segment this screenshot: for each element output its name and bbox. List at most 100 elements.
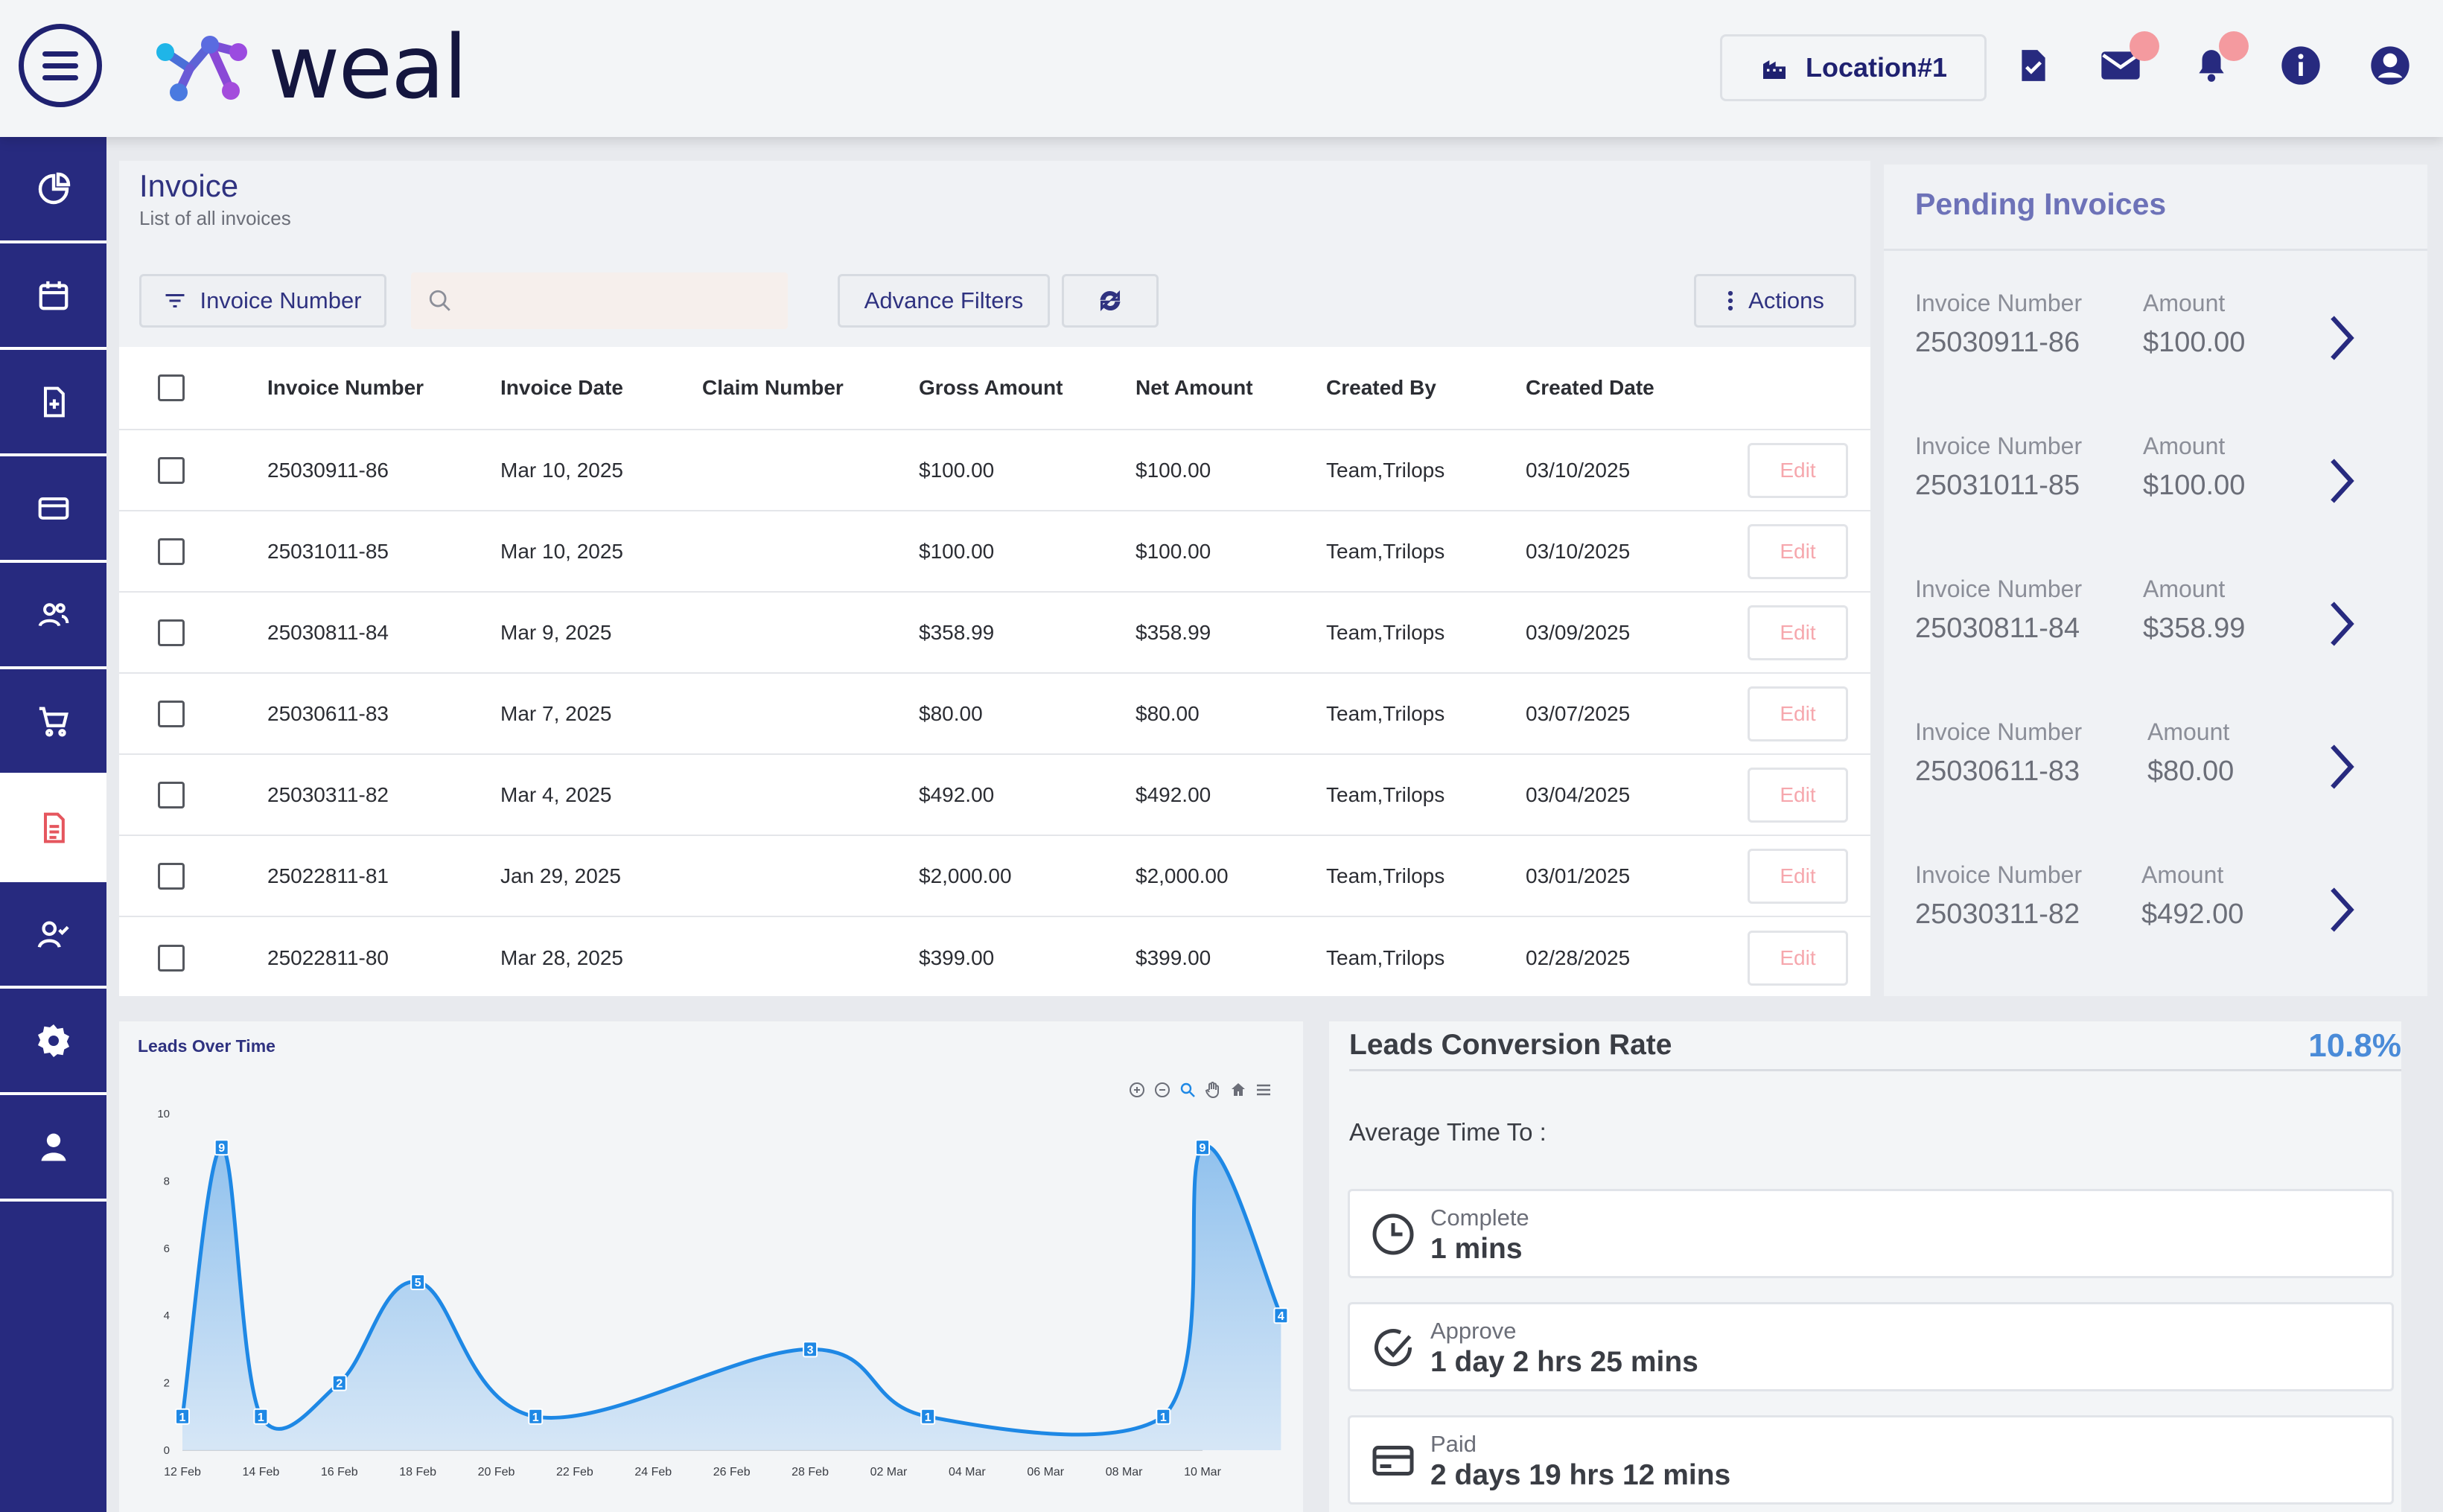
pie-chart-icon <box>38 172 70 204</box>
menu-icon-line <box>42 74 78 80</box>
table-header: Invoice Number Invoice Date Claim Number… <box>119 347 1870 430</box>
invoice-number-label: Invoice Number <box>1915 433 2083 459</box>
table-row: 25030911-86 Mar 10, 2025 $100.00 $100.00… <box>119 430 1870 511</box>
amount-value: $100.00 <box>2143 327 2246 358</box>
x-tick-label: 12 Feb <box>164 1466 201 1478</box>
leads-chart: 0 2 4 6 8 10 12 Feb 14 Feb 16 Feb 18 Feb 20 Feb 22 … <box>157 1108 1289 1478</box>
location-button[interactable]: Location#1 <box>1720 34 1987 101</box>
actions-button[interactable]: Actions <box>1694 274 1856 328</box>
edit-button[interactable]: Edit <box>1748 767 1848 823</box>
edit-button[interactable]: Edit <box>1748 523 1848 579</box>
amount-label: Amount <box>2143 433 2226 459</box>
chevron-right-icon[interactable] <box>2323 598 2360 650</box>
row-checkbox[interactable] <box>158 456 185 484</box>
sidebar-item-calendar[interactable] <box>0 243 106 350</box>
selection-zoom-icon[interactable] <box>1179 1081 1197 1099</box>
sidebar-item-billing[interactable] <box>0 456 106 563</box>
column-header-created-date[interactable]: Created Date <box>1526 376 1654 399</box>
sidebar-item-dashboard[interactable] <box>0 137 106 243</box>
pending-invoice-item[interactable]: Invoice Number Amount 25031011-85 $100.0… <box>1884 433 2427 544</box>
zoom-out-icon[interactable] <box>1153 1081 1171 1099</box>
chevron-right-icon[interactable] <box>2323 741 2360 793</box>
amount-value: $80.00 <box>2147 756 2235 787</box>
invoice-date-cell: Mar 9, 2025 <box>500 620 612 644</box>
select-all-checkbox[interactable] <box>158 374 185 401</box>
data-point <box>528 1408 544 1425</box>
row-checkbox[interactable] <box>158 862 185 890</box>
data-label: 5 <box>415 1277 421 1289</box>
advance-filters-button[interactable]: Advance Filters <box>838 274 1050 328</box>
invoice-number-cell: 25030911-86 <box>267 458 389 482</box>
created-by-cell: Team,Trilops <box>1326 620 1445 644</box>
pending-invoice-item[interactable]: Invoice Number Amount 25030311-82 $492.0… <box>1884 861 2427 973</box>
row-checkbox[interactable] <box>158 538 185 565</box>
bell-icon[interactable] <box>2189 43 2234 88</box>
column-header-invoice-date[interactable]: Invoice Date <box>500 376 623 399</box>
edit-button[interactable]: Edit <box>1748 930 1848 986</box>
sidebar-item-contacts[interactable] <box>0 563 106 669</box>
column-header-created-by[interactable]: Created By <box>1326 376 1436 399</box>
row-checkbox[interactable] <box>158 700 185 727</box>
chart-menu-icon[interactable] <box>1255 1081 1273 1099</box>
x-tick-label: 24 Feb <box>634 1466 672 1478</box>
chart-area-fill <box>182 1146 1281 1450</box>
chevron-right-icon[interactable] <box>2323 455 2360 507</box>
edit-button[interactable]: Edit <box>1748 442 1848 498</box>
row-checkbox[interactable] <box>158 781 185 808</box>
sidebar-item-invoice[interactable] <box>0 776 106 882</box>
data-point <box>253 1408 269 1425</box>
mail-icon[interactable] <box>2098 43 2143 88</box>
gross-amount-cell: $80.00 <box>919 701 983 725</box>
data-point <box>1273 1307 1289 1324</box>
sidebar-item-settings[interactable] <box>0 989 106 1095</box>
invoice-icon <box>43 812 65 843</box>
account-icon[interactable] <box>2368 43 2412 88</box>
column-header-claim-number[interactable]: Claim Number <box>702 376 844 399</box>
sidebar-item-document[interactable] <box>0 350 106 456</box>
x-tick-label: 16 Feb <box>321 1466 358 1478</box>
edit-button[interactable]: Edit <box>1748 605 1848 660</box>
invoice-number-filter-button[interactable]: Invoice Number <box>139 274 386 328</box>
menu-button[interactable] <box>19 24 102 107</box>
row-checkbox[interactable] <box>158 944 185 972</box>
row-checkbox[interactable] <box>158 619 185 646</box>
pending-invoice-item[interactable]: Invoice Number Amount 25030911-86 $100.0… <box>1884 290 2427 401</box>
pending-invoice-item[interactable]: Invoice Number Amount 25030611-83 $80.00 <box>1884 718 2427 830</box>
x-tick-label: 10 Mar <box>1184 1466 1221 1478</box>
sidebar-item-cart[interactable] <box>0 669 106 776</box>
column-header-net-amount[interactable]: Net Amount <box>1135 376 1253 399</box>
column-header-invoice-number[interactable]: Invoice Number <box>267 376 424 399</box>
time-value: 2 days 19 hrs 12 mins <box>1430 1459 1731 1491</box>
credit-card-icon <box>1372 1446 1414 1476</box>
data-point <box>410 1274 426 1290</box>
invoice-number-cell: 25030611-83 <box>267 701 389 725</box>
zoom-in-icon[interactable] <box>1128 1081 1146 1099</box>
sidebar-item-user-check[interactable] <box>0 882 106 989</box>
sidebar-item-profile[interactable] <box>0 1095 106 1202</box>
edit-button[interactable]: Edit <box>1748 686 1848 741</box>
cart-icon <box>39 706 69 737</box>
refresh-icon <box>1100 290 1121 312</box>
amount-label: Amount <box>2147 718 2230 745</box>
column-header-gross-amount[interactable]: Gross Amount <box>919 376 1063 399</box>
time-value: 1 day 2 hrs 25 mins <box>1430 1346 1698 1378</box>
search-input[interactable] <box>466 289 779 313</box>
pending-invoice-item[interactable]: Invoice Number Amount 25030811-84 $358.9… <box>1884 575 2427 687</box>
x-tick-label: 06 Mar <box>1027 1466 1064 1478</box>
data-point <box>803 1341 818 1358</box>
actions-label: Actions <box>1748 287 1824 313</box>
search-box[interactable] <box>411 272 788 329</box>
info-icon[interactable] <box>2278 43 2323 88</box>
x-tick-label: 28 Feb <box>791 1466 829 1478</box>
refresh-button[interactable] <box>1062 274 1159 328</box>
sidebar <box>0 137 106 1512</box>
chevron-right-icon[interactable] <box>2323 884 2360 936</box>
invoice-date-cell: Mar 10, 2025 <box>500 458 623 482</box>
task-icon[interactable] <box>2010 43 2055 88</box>
amount-value: $100.00 <box>2143 470 2246 501</box>
reset-home-icon[interactable] <box>1229 1081 1247 1099</box>
chevron-right-icon[interactable] <box>2323 312 2360 364</box>
pan-hand-icon[interactable] <box>1204 1081 1222 1099</box>
invoice-date-cell: Jan 29, 2025 <box>500 864 621 887</box>
edit-button[interactable]: Edit <box>1748 848 1848 904</box>
